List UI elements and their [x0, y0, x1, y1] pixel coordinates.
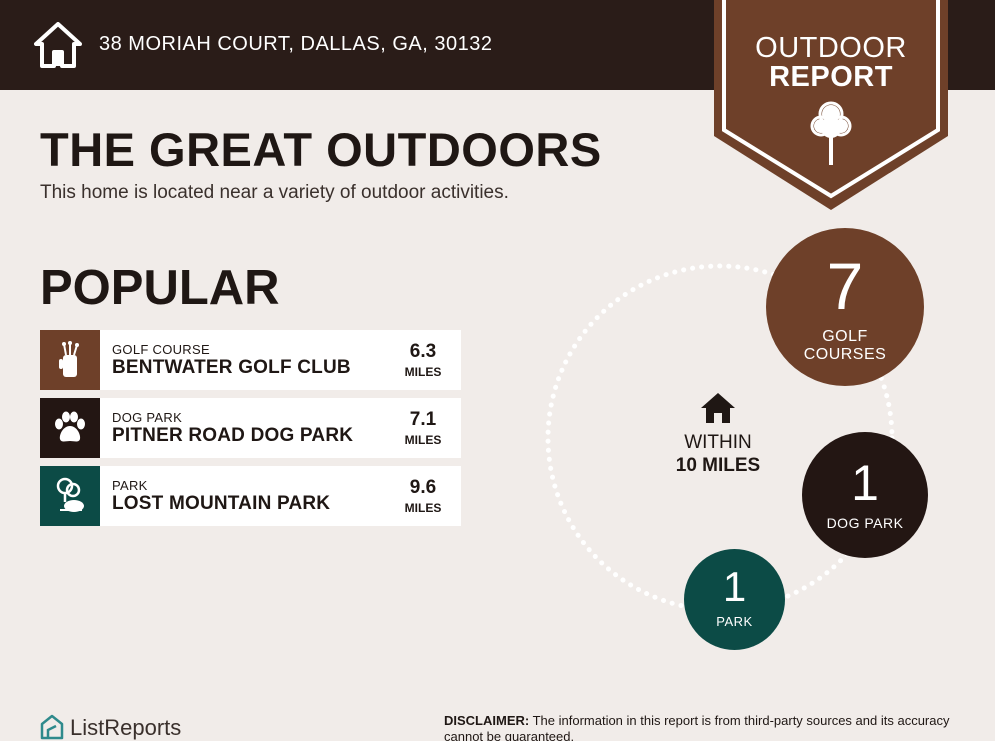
item-name: BENTWATER GOLF CLUB [112, 357, 351, 378]
count-label: GOLF [822, 328, 868, 345]
brand-name: ListReports [70, 715, 182, 740]
item-distance: 6.3 [409, 341, 437, 362]
park-count-circle: 1 PARK [684, 549, 785, 650]
count-label-line2: COURSES [803, 346, 887, 363]
home-icon [34, 22, 82, 68]
item-name: LOST MOUNTAIN PARK [112, 493, 331, 514]
outdoor-report-badge: OUTDOOR REPORT [714, 0, 948, 212]
list-item-dog-park: DOG PARK PITNER ROAD DOG PARK 7.1 MILES [40, 398, 461, 458]
home-icon [701, 393, 735, 423]
badge-title-line2: REPORT [769, 61, 893, 93]
item-distance-unit: MILES [404, 433, 442, 447]
item-distance-unit: MILES [404, 501, 442, 515]
disclaimer: DISCLAIMER: The information in this repo… [444, 713, 974, 741]
golf-bag-icon [40, 330, 100, 390]
list-item-golf: GOLF COURSE BENTWATER GOLF CLUB 6.3 MILE… [40, 330, 461, 390]
popular-heading: POPULAR [40, 261, 280, 315]
item-name: PITNER ROAD DOG PARK [112, 425, 354, 446]
list-item-park: PARK LOST MOUNTAIN PARK 9.6 MILES [40, 466, 461, 526]
badge-title-line1: OUTDOOR [755, 32, 907, 64]
page-title: THE GREAT OUTDOORS [40, 123, 602, 176]
park-icon [40, 466, 100, 526]
radius-label: WITHIN [684, 432, 752, 453]
property-address: 38 MORIAH COURT, DALLAS, GA, 30132 [99, 33, 493, 55]
golf-courses-count-circle: 7 GOLF COURSES [766, 228, 924, 386]
page-subtitle: This home is located near a variety of o… [40, 182, 509, 203]
count-value: 1 [722, 563, 747, 610]
disclaimer-text: The information in this report is from t… [444, 713, 950, 741]
paw-icon [40, 398, 100, 458]
dog-park-count-circle: 1 DOG PARK [802, 432, 928, 558]
count-value: 7 [826, 249, 864, 323]
count-label: DOG PARK [826, 515, 904, 531]
item-category: PARK [112, 478, 148, 493]
item-category: GOLF COURSE [112, 342, 210, 357]
item-category: DOG PARK [112, 410, 183, 425]
tree-icon [810, 101, 852, 165]
item-distance: 9.6 [409, 477, 437, 498]
count-value: 1 [851, 455, 879, 511]
count-label: PARK [716, 614, 753, 629]
item-distance: 7.1 [409, 409, 437, 430]
radius-distance: 10 MILES [675, 455, 761, 476]
disclaimer-label: DISCLAIMER: [444, 713, 530, 728]
listreports-logo-icon [40, 714, 64, 740]
item-distance-unit: MILES [404, 365, 442, 379]
